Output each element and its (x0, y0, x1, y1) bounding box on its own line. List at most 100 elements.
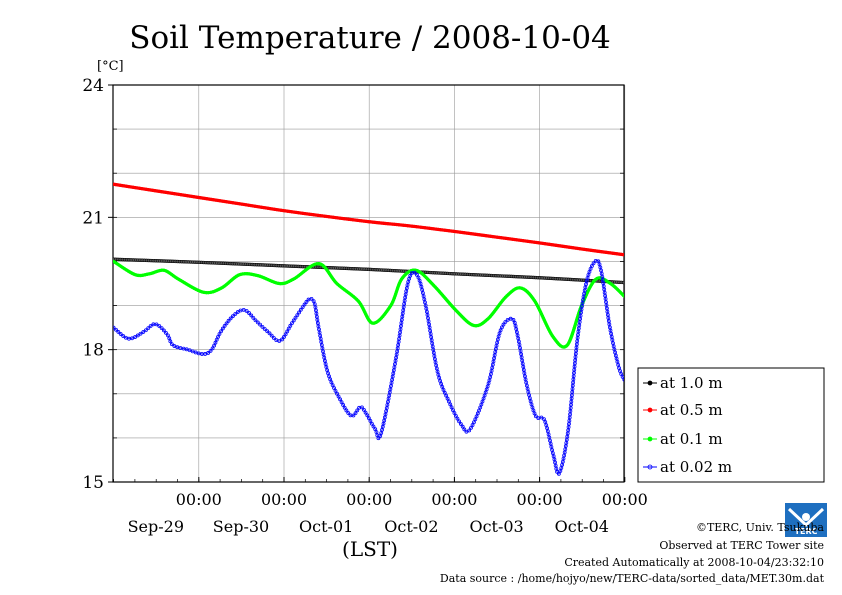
data-point (161, 328, 166, 333)
x-tick-date-label: Oct-03 (469, 517, 523, 536)
data-point (288, 323, 293, 328)
data-point (341, 403, 346, 407)
data-point (457, 419, 461, 424)
data-point (412, 270, 417, 275)
x-tick-date-label: Sep-30 (213, 517, 269, 536)
data-point (474, 414, 479, 419)
data-point (285, 329, 290, 334)
data-point (442, 390, 447, 395)
copyright-text: ©TERC, Univ. Tsukuba (695, 521, 824, 534)
data-point (362, 407, 366, 412)
data-point (143, 328, 148, 333)
x-tick-date-label: Sep-29 (128, 517, 184, 536)
legend-label: at 0.1 m (660, 430, 723, 448)
data-point (376, 436, 381, 441)
data-point (363, 410, 368, 415)
plot-frame (112, 84, 625, 483)
x-tick-time-label: 00:00 (602, 490, 648, 509)
data-point (130, 336, 135, 341)
data-point (620, 374, 624, 379)
data-point (588, 266, 593, 271)
data-point (533, 414, 538, 419)
data-point (286, 326, 291, 331)
data-point (351, 413, 356, 418)
data-point (342, 405, 347, 410)
data-point (332, 386, 336, 390)
data-point (622, 377, 624, 382)
data-point (460, 424, 465, 429)
data-point (458, 422, 463, 426)
data-point (353, 411, 358, 416)
data-point (277, 339, 282, 343)
observed-text: Observed at TERC Tower site (659, 539, 824, 552)
data-point (368, 419, 373, 423)
data-point (141, 330, 146, 334)
data-point (114, 327, 118, 332)
data-point (166, 333, 170, 338)
data-point (262, 327, 267, 331)
data-point (253, 318, 258, 323)
grid-lines (113, 85, 626, 482)
data-point (365, 413, 370, 418)
x-tick-time-label: 00:00 (517, 490, 563, 509)
plot-area (113, 182, 624, 476)
data-point (258, 322, 263, 327)
data-point (118, 332, 123, 336)
legend: at 1.0 m at 0.5 m at 0.1 m at 0.02 m (637, 367, 825, 483)
data-point (344, 408, 349, 413)
data-point (235, 310, 240, 314)
data-point (556, 471, 561, 476)
created-text: Created Automatically at 2008-10-04/23:3… (564, 556, 824, 569)
data-point (300, 305, 305, 310)
data-point (333, 388, 338, 393)
data-point (469, 425, 473, 430)
data-point (290, 321, 294, 326)
data-point (452, 411, 457, 415)
data-point (164, 330, 168, 335)
data-point (267, 331, 272, 336)
data-point (146, 326, 151, 331)
data-point (455, 416, 460, 421)
data-point (470, 423, 475, 427)
data-point (228, 316, 233, 321)
data-point (346, 411, 351, 415)
y-axis-unit-label: [°C] (97, 59, 124, 74)
data-point (462, 427, 467, 432)
data-point (370, 421, 374, 426)
data-point (621, 253, 624, 257)
data-point (330, 383, 335, 388)
x-tick-date-label: Oct-02 (384, 517, 438, 536)
y-axis-ticks: 24 21 18 15 (82, 76, 624, 493)
data-source-text: Data source : /home/hojyo/new/TERC-data/… (439, 572, 824, 585)
x-tick-time-label: 00:00 (261, 490, 307, 509)
data-point (255, 320, 260, 325)
data-point (302, 302, 307, 307)
data-point (121, 334, 126, 338)
legend-marker (647, 380, 653, 386)
data-point (366, 416, 371, 421)
data-point (298, 307, 303, 312)
data-point (355, 408, 360, 413)
data-point (220, 326, 225, 331)
data-point (360, 405, 364, 410)
data-point (335, 391, 339, 396)
data-point (212, 343, 217, 348)
data-point (532, 411, 537, 416)
data-point (621, 280, 624, 285)
data-point (233, 312, 238, 316)
data-point (116, 330, 121, 334)
x-axis-ticks: 00:00 Sep-29 00:00 Sep-30 00:00 Oct-01 00:00 Oc… (113, 477, 648, 536)
data-point (291, 318, 296, 323)
data-point (445, 396, 450, 401)
data-point (338, 397, 342, 402)
data-point (208, 349, 213, 353)
y-tick-label: 21 (82, 208, 104, 228)
x-axis-label: (LST) (342, 537, 398, 561)
data-point (206, 351, 211, 355)
data-point (542, 417, 546, 422)
data-point (621, 293, 624, 298)
data-point (473, 417, 478, 422)
y-tick-label: 18 (82, 341, 104, 361)
data-point (271, 336, 276, 340)
